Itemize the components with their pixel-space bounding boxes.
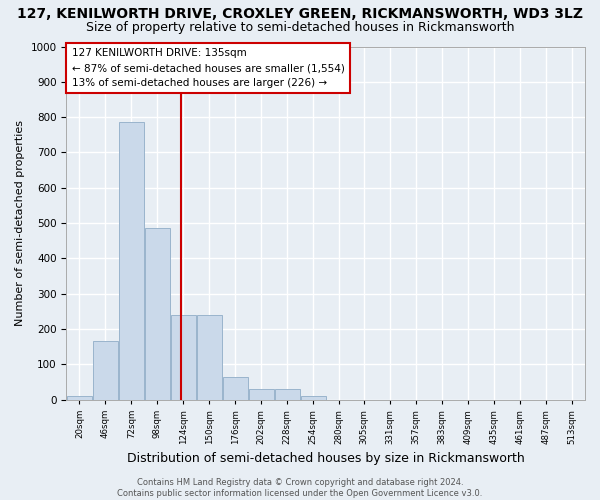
Bar <box>93 342 118 400</box>
Text: Size of property relative to semi-detached houses in Rickmansworth: Size of property relative to semi-detach… <box>86 21 514 34</box>
Text: 127, KENILWORTH DRIVE, CROXLEY GREEN, RICKMANSWORTH, WD3 3LZ: 127, KENILWORTH DRIVE, CROXLEY GREEN, RI… <box>17 8 583 22</box>
Text: 127 KENILWORTH DRIVE: 135sqm
← 87% of semi-detached houses are smaller (1,554)
1: 127 KENILWORTH DRIVE: 135sqm ← 87% of se… <box>71 48 344 88</box>
X-axis label: Distribution of semi-detached houses by size in Rickmansworth: Distribution of semi-detached houses by … <box>127 452 524 465</box>
Bar <box>145 228 170 400</box>
Bar <box>197 315 222 400</box>
Y-axis label: Number of semi-detached properties: Number of semi-detached properties <box>15 120 25 326</box>
Bar <box>171 315 196 400</box>
Text: Contains HM Land Registry data © Crown copyright and database right 2024.
Contai: Contains HM Land Registry data © Crown c… <box>118 478 482 498</box>
Bar <box>67 396 92 400</box>
Bar <box>223 377 248 400</box>
Bar <box>119 122 144 400</box>
Bar <box>248 389 274 400</box>
Bar <box>301 396 326 400</box>
Bar <box>275 389 300 400</box>
